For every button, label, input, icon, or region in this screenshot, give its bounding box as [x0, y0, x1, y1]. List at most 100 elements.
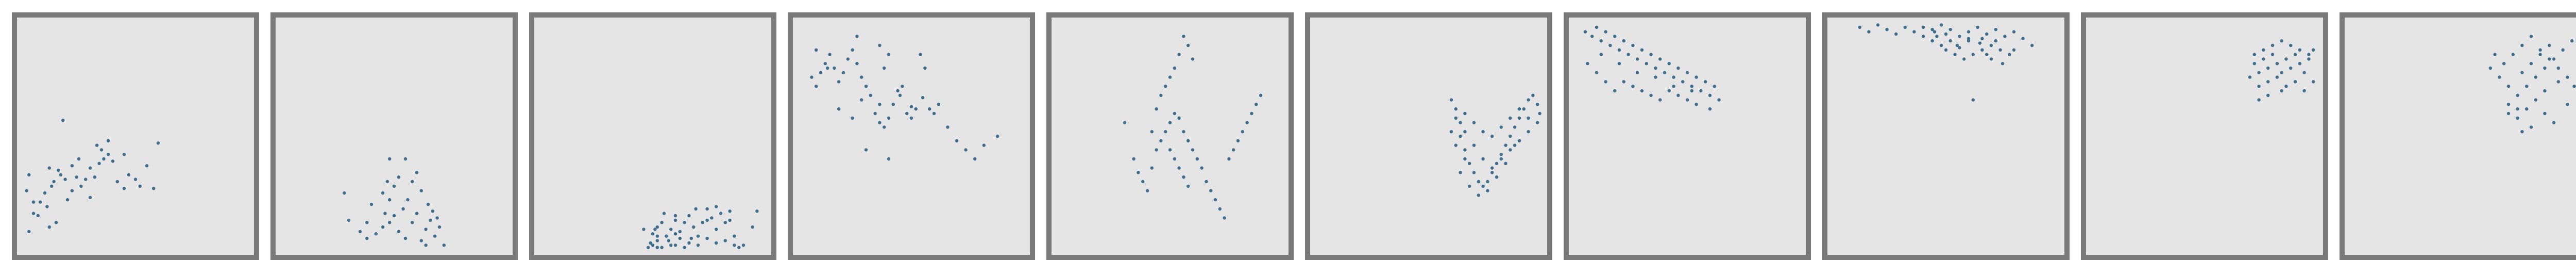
data-point: [1958, 35, 1961, 38]
data-point: [385, 180, 389, 184]
data-point: [2543, 111, 2547, 116]
data-point: [1173, 111, 1176, 116]
data-point: [1517, 139, 1521, 142]
data-point: [683, 246, 686, 249]
data-point: [873, 111, 877, 116]
data-point: [1459, 134, 1462, 138]
data-point: [419, 239, 423, 243]
data-point: [1626, 53, 1630, 56]
data-point: [1681, 80, 1685, 84]
scatter-panel-3: [529, 12, 776, 260]
data-point: [673, 232, 677, 236]
data-point: [1123, 121, 1127, 124]
data-point: [1454, 107, 1458, 111]
data-point: [696, 244, 700, 247]
data-point: [31, 200, 36, 204]
data-point: [878, 103, 882, 106]
data-point: [689, 236, 693, 240]
data-point: [1527, 116, 1530, 120]
data-point: [883, 66, 886, 70]
data-point: [1717, 98, 1721, 102]
data-point: [2548, 57, 2551, 61]
data-point: [1930, 28, 1934, 31]
data-point: [1504, 162, 1507, 165]
panel-frame: [12, 12, 259, 260]
data-point: [2266, 93, 2270, 97]
data-point: [388, 198, 392, 202]
data-point: [923, 66, 927, 70]
data-point: [1173, 157, 1176, 161]
data-point: [846, 57, 850, 61]
data-point: [1245, 121, 1249, 124]
data-point: [719, 212, 723, 215]
data-point: [1685, 98, 1689, 102]
data-point: [1454, 116, 1458, 120]
data-point: [1137, 171, 1140, 174]
data-point: [1259, 93, 1263, 97]
data-point: [2566, 75, 2569, 79]
data-point: [397, 230, 400, 233]
data-point: [47, 166, 52, 170]
data-point: [1182, 130, 1185, 134]
panel-frame: [2081, 12, 2328, 260]
data-point: [1867, 30, 1871, 34]
data-point: [1177, 53, 1181, 56]
data-point: [701, 221, 705, 224]
data-point: [891, 103, 895, 106]
data-point: [837, 107, 841, 111]
data-point: [2289, 43, 2293, 47]
data-point: [1645, 62, 1648, 66]
data-point: [1195, 157, 1199, 161]
data-point: [2001, 62, 2005, 66]
data-point: [1486, 180, 1489, 184]
data-point: [2021, 37, 2025, 41]
data-point: [1876, 23, 1880, 27]
data-point: [937, 103, 941, 106]
data-point: [1694, 103, 1698, 106]
data-point: [2543, 66, 2547, 70]
data-point: [1631, 85, 1635, 88]
data-point: [2538, 53, 2542, 56]
data-point: [39, 200, 42, 204]
data-point: [909, 105, 913, 108]
data-point: [2252, 53, 2256, 56]
panel-frame: [1564, 12, 1811, 260]
data-point: [1517, 107, 1521, 111]
data-point: [1187, 184, 1190, 188]
data-point: [2525, 85, 2529, 88]
scatter-panel-2: [270, 12, 518, 260]
data-point: [1227, 157, 1231, 161]
data-point: [662, 212, 666, 215]
data-point: [723, 221, 727, 224]
scatter-panel-7: [1564, 12, 1811, 260]
data-point: [1940, 43, 1943, 47]
data-point: [1649, 93, 1653, 97]
data-point: [860, 75, 863, 79]
data-point: [669, 244, 673, 247]
data-point: [1155, 107, 1158, 111]
data-point: [1989, 43, 1993, 47]
data-point: [1935, 35, 1939, 38]
data-point: [1490, 171, 1494, 174]
data-point: [2506, 111, 2511, 116]
data-point: [122, 153, 126, 156]
data-point: [1622, 80, 1625, 84]
data-point: [442, 244, 446, 247]
data-point: [1463, 111, 1467, 116]
data-point: [419, 189, 423, 192]
data-point: [955, 139, 959, 142]
data-point: [392, 184, 396, 188]
data-point: [50, 184, 54, 188]
data-point: [365, 221, 369, 224]
data-point: [673, 218, 677, 222]
data-point: [1449, 98, 1453, 102]
data-point: [1177, 166, 1181, 170]
data-point: [2570, 39, 2574, 43]
data-point: [138, 184, 142, 188]
data-point: [374, 232, 378, 236]
data-point: [2012, 30, 2016, 34]
data-point: [715, 228, 718, 231]
data-point: [1177, 116, 1181, 120]
data-point: [102, 157, 106, 161]
data-point: [1672, 75, 1675, 79]
